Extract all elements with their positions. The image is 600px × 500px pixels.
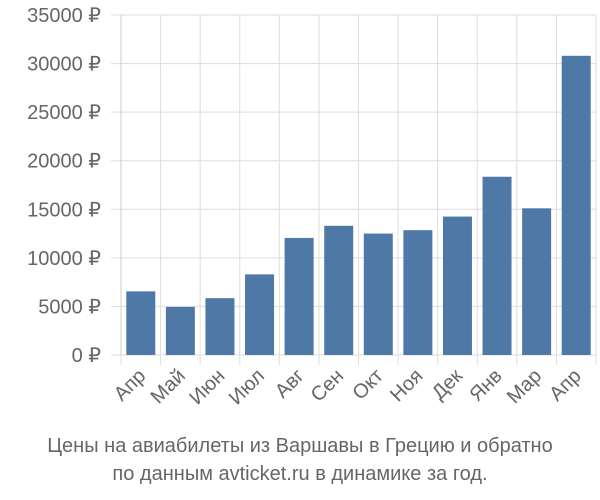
x-tick-label-11: Апр xyxy=(545,365,586,406)
y-tick-label-3: 15000 ₽ xyxy=(27,199,101,221)
y-tick-label-6: 30000 ₽ xyxy=(27,54,101,76)
y-tick-label-5: 25000 ₽ xyxy=(27,102,101,124)
bars xyxy=(126,55,591,356)
bar-1 xyxy=(165,306,195,355)
price-bar-chart: 0 ₽ 5000 ₽ 10000 ₽ 15000 ₽ 20000 ₽ 25000 ₽ 300… xyxy=(27,5,597,409)
y-tick-label-4: 20000 ₽ xyxy=(27,151,101,173)
x-tick-label-5: Сен xyxy=(307,365,348,406)
x-tick-label-1: Май xyxy=(147,365,190,408)
gridlines xyxy=(111,14,597,365)
x-tick-label-4: Авг xyxy=(271,365,309,403)
bar-7 xyxy=(403,230,433,355)
x-tick-label-0: Апр xyxy=(110,365,151,406)
bar-8 xyxy=(442,216,472,355)
bar-11 xyxy=(561,55,591,356)
bar-3 xyxy=(245,274,275,355)
x-tick-label-2: Июн xyxy=(185,365,229,409)
y-tick-label-0: 0 ₽ xyxy=(72,345,102,367)
bar-6 xyxy=(363,233,393,355)
chart-caption-line-2: по данным avticket.ru в динамике за год. xyxy=(112,463,488,485)
x-tick-label-7: Ноя xyxy=(386,365,427,406)
bar-5 xyxy=(324,225,354,355)
x-tick-label-10: Мар xyxy=(503,365,546,408)
chart-caption-line-1: Цены на авиабилеты из Варшавы в Грецию и… xyxy=(47,435,553,457)
y-tick-labels: 0 ₽ 5000 ₽ 10000 ₽ 15000 ₽ 20000 ₽ 25000 ₽ 300… xyxy=(27,5,101,367)
bar-10 xyxy=(522,208,552,355)
bar-4 xyxy=(284,237,314,355)
bar-2 xyxy=(205,298,235,355)
x-tick-label-6: Окт xyxy=(348,365,387,404)
bar-0 xyxy=(126,291,156,355)
x-tick-label-3: Июл xyxy=(225,365,269,409)
x-tick-label-8: Дек xyxy=(428,365,467,404)
y-tick-label-7: 35000 ₽ xyxy=(27,5,101,27)
x-tick-label-9: Янв xyxy=(465,365,506,406)
bar-9 xyxy=(482,176,512,355)
y-tick-label-1: 5000 ₽ xyxy=(38,296,101,318)
y-tick-label-2: 10000 ₽ xyxy=(27,248,101,270)
